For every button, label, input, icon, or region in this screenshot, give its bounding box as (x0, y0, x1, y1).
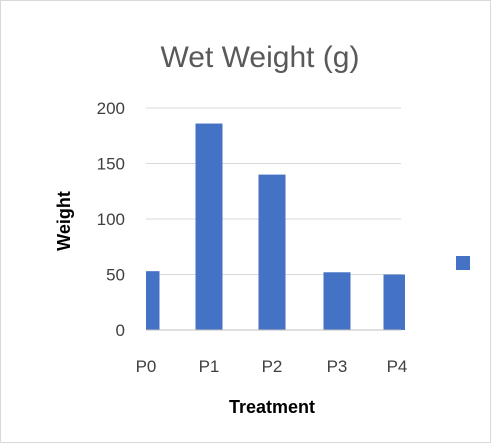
chart-title: Wet Weight (g) (161, 41, 360, 74)
bar-p1 (195, 123, 223, 330)
y-tick-label: 200 (97, 99, 125, 118)
x-tick-label: P4 (387, 357, 408, 376)
y-axis-title: Weight (54, 191, 74, 251)
y-tick-label: 150 (97, 155, 125, 174)
y-tick-label: 50 (106, 266, 125, 285)
bar-p3 (323, 272, 351, 330)
bar-p2 (258, 174, 286, 330)
x-tick-label: P0 (136, 357, 157, 376)
y-tick-label: 100 (97, 210, 125, 229)
y-tick-label: 0 (116, 321, 125, 340)
x-tick-labels: P0 P1 P2 P3 P4 (136, 357, 408, 376)
y-tick-labels: 0 50 100 150 200 (97, 99, 125, 340)
legend-swatch (456, 256, 470, 270)
x-tick-label: P1 (199, 357, 220, 376)
bars (146, 123, 405, 330)
x-axis-title: Treatment (229, 397, 315, 417)
x-tick-label: P3 (327, 357, 348, 376)
bar-p0 (146, 271, 160, 330)
bar-p4 (383, 274, 405, 330)
x-tick-label: P2 (262, 357, 283, 376)
